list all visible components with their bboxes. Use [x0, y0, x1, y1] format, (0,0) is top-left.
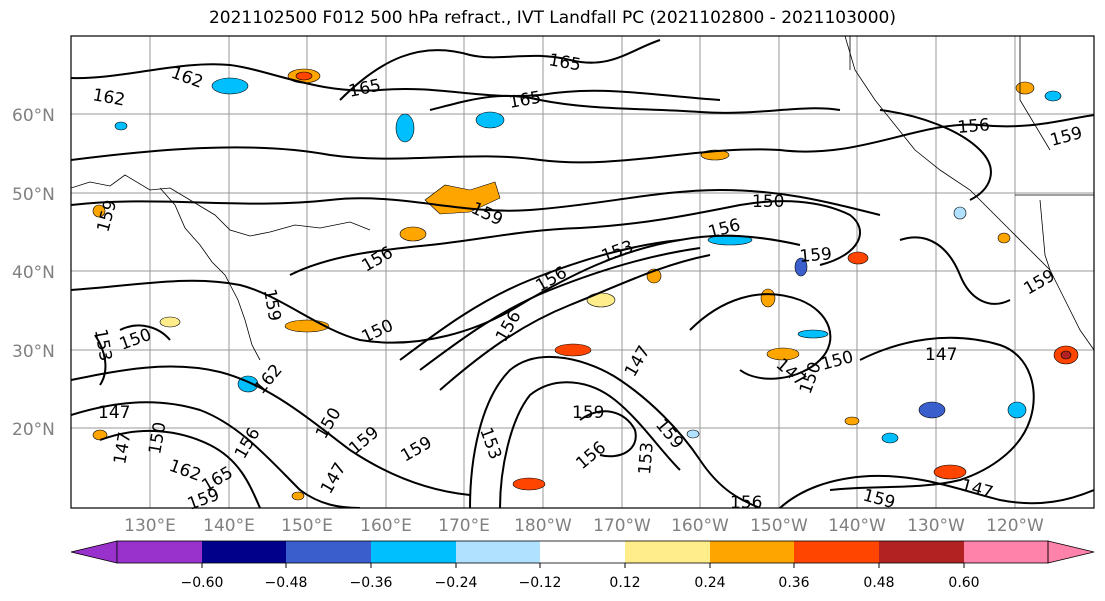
colorbar-segment: [625, 541, 710, 563]
contour-label: 147: [959, 476, 996, 504]
lon-label: 170°E: [438, 516, 490, 536]
colorbar-label: 0.24: [694, 575, 725, 591]
colorbar-segment: [710, 541, 794, 563]
lon-label: 140°E: [203, 516, 255, 536]
map-title: 2021102500 F012 500 hPa refract., IVT La…: [208, 8, 896, 28]
colorbar-segment: [117, 541, 202, 563]
contour-label: 165: [507, 88, 542, 113]
colorbar-label: −0.12: [519, 575, 562, 591]
contour-label: 159: [468, 198, 506, 230]
colorbar-label: 0.12: [609, 575, 640, 591]
colorbar-segment: [540, 541, 625, 563]
lon-label: 150°W: [750, 516, 808, 536]
contour-label: 165: [347, 76, 383, 102]
contour-label: 165: [547, 50, 582, 75]
map-plot-area: [71, 36, 1094, 508]
colorbar-segment: [879, 541, 964, 563]
contour-label: 147: [98, 403, 130, 423]
contour-label: 150: [752, 192, 784, 212]
colorbar-segment: [456, 541, 540, 563]
contour-label: 159: [185, 485, 222, 515]
lon-label: 140°W: [828, 516, 886, 536]
contour-label: 153: [635, 441, 658, 475]
contour-label: 147: [621, 342, 655, 380]
lat-label-50n: 50°N: [12, 185, 55, 205]
colorbar-label: −0.24: [435, 575, 478, 591]
contour-label: 147: [317, 459, 351, 497]
coastlines: [71, 36, 1094, 361]
colorbar-label: −0.60: [181, 575, 224, 591]
lon-label: 180°W: [514, 516, 572, 536]
contour-label: 159: [861, 486, 898, 514]
colorbar-label: 0.60: [948, 575, 979, 591]
lon-label: 160°W: [671, 516, 729, 536]
contour-label: 156: [957, 115, 991, 138]
contour-label: 147: [110, 430, 135, 465]
colorbar-extend-high: [1047, 540, 1095, 564]
lon-label: 150°E: [281, 516, 333, 536]
colorbar-label: −0.48: [265, 575, 308, 591]
colorbar-segment: [371, 541, 456, 563]
colorbar-segment: [202, 541, 286, 563]
contour-label: 159: [1048, 123, 1085, 151]
contour-label: 159: [572, 403, 604, 423]
contour-label: 150: [819, 347, 856, 375]
contour-label: 159: [398, 433, 436, 467]
lon-label: 120°W: [986, 516, 1044, 536]
contour-label: 156: [572, 438, 610, 474]
latitude-labels: 60°N 50°N 40°N 30°N 20°N: [12, 106, 55, 440]
refractivity-contours: [71, 39, 1094, 508]
colorbar-frame: [116, 540, 1049, 564]
map-frame: [70, 35, 1095, 509]
contour-label: 150: [796, 359, 826, 396]
lon-label: 170°W: [593, 516, 651, 536]
contour-labels: 162 162 165 165 165 156 159 159 159 150 …: [90, 50, 1085, 514]
lat-label-20n: 20°N: [12, 420, 55, 440]
colorbar-label: 0.48: [863, 575, 894, 591]
contour-label: 159: [799, 244, 833, 267]
colorbar-segment: [794, 541, 879, 563]
contour-label: 153: [90, 327, 115, 362]
contour-label: 156: [492, 307, 526, 345]
lat-label-30n: 30°N: [12, 342, 55, 362]
colorbar-label: 0.36: [778, 575, 809, 591]
contour-label: 162: [168, 63, 205, 93]
lon-label: 130°E: [124, 516, 176, 536]
lat-label-40n: 40°N: [12, 263, 55, 283]
colorbar: −0.60 −0.48 −0.36 −0.24 −0.12 0.12 0.24 …: [70, 540, 1095, 591]
contour-label: 147: [925, 345, 957, 365]
contour-label: 162: [166, 456, 203, 486]
contour-label: 153: [475, 425, 505, 462]
lon-label: 160°E: [360, 516, 412, 536]
colorbar-ticks: [201, 563, 965, 568]
lon-label: 130°W: [907, 516, 965, 536]
contour-label: 159: [259, 287, 284, 322]
longitude-labels: 130°E 140°E 150°E 160°E 170°E 180°W 170°…: [124, 516, 1044, 536]
contour-label: 162: [251, 360, 287, 398]
contour-label: 150: [312, 404, 346, 442]
contour-label: 156: [730, 493, 762, 513]
colorbar-segment: [286, 541, 371, 563]
colorbar-segment: [964, 541, 1048, 563]
contour-label: 150: [145, 420, 170, 455]
lat-label-60n: 60°N: [12, 106, 55, 126]
contour-label: 162: [91, 85, 126, 110]
colorbar-extend-low: [70, 540, 118, 564]
colorbar-label: −0.36: [350, 575, 393, 591]
